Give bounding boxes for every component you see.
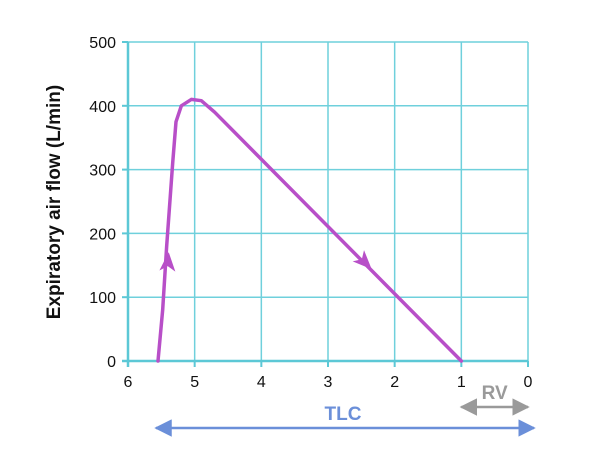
flow-direction-arrow-1: [352, 250, 372, 270]
series: [156, 97, 464, 363]
x-tick-label-6: 6: [124, 374, 133, 391]
grid: [127, 41, 529, 362]
x-tick-label-5: 5: [190, 374, 199, 391]
y-tick-label-500: 500: [89, 35, 116, 52]
x-tick-label-3: 3: [324, 374, 333, 391]
y-axis-title: Expiratory air flow (L/min): [44, 85, 65, 319]
flow-direction-arrow-0: [159, 252, 176, 272]
x-tick-label-4: 4: [257, 374, 266, 391]
annotations: RV TLC: [154, 383, 536, 437]
x-tick-label-1: 1: [457, 374, 466, 391]
series-line-0: [156, 97, 464, 363]
arrowhead-1: [352, 250, 372, 270]
axes: [122, 41, 529, 367]
x-tick-label-2: 2: [390, 374, 399, 391]
y-tick-label-300: 300: [89, 163, 116, 180]
y-tick-label-100: 100: [89, 290, 116, 307]
arrowhead-0: [159, 252, 176, 272]
range-label-tlc: TLC: [325, 404, 362, 425]
y-tick-label-400: 400: [89, 99, 116, 116]
x-tick-label-0: 0: [524, 374, 533, 391]
y-tick-label-200: 200: [89, 226, 116, 243]
range-label-rv: RV: [482, 383, 508, 404]
y-tick-label-0: 0: [107, 354, 116, 371]
